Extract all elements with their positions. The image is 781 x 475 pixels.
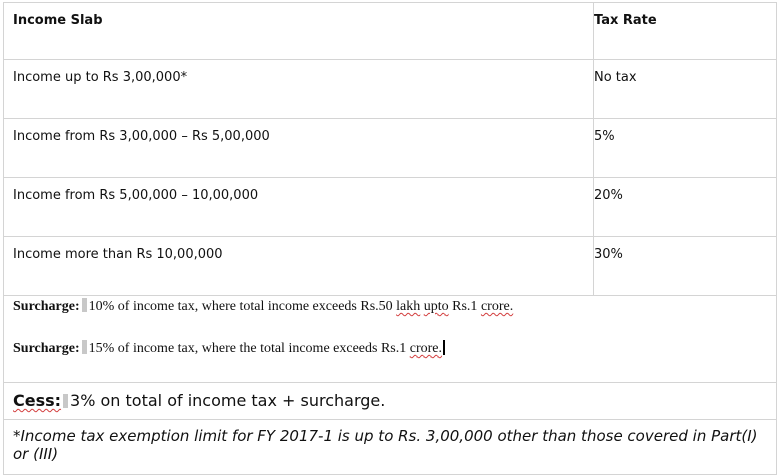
surcharge-row (3, 295, 777, 383)
slab-cell[interactable]: Income from Rs 5,00,000 – 10,00,000 (3, 177, 594, 237)
table-row: Income more than Rs 10,00,000 30% (3, 236, 777, 296)
header-income-slab: Income Slab (13, 13, 103, 28)
cess-cell[interactable]: Cess: 3% on total of income tax + surchar… (3, 382, 777, 420)
misspelled-word: upto (423, 299, 449, 314)
note-row: *Income tax exemption limit for FY 2017-… (3, 419, 777, 475)
table-row: Income up to Rs 3,00,000* No tax (3, 59, 777, 119)
slab-text: Income more than Rs 10,00,000 (13, 247, 223, 262)
surcharge-text: 15% of income tax, where the total incom… (88, 341, 410, 356)
slab-text: Income from Rs 5,00,000 – 10,00,000 (13, 188, 259, 203)
surcharge-label: Surcharge: (13, 341, 80, 356)
tax-slab-table: Income Slab Tax Rate Income up to Rs 3,0… (3, 2, 777, 475)
cess-label: Cess: (13, 391, 62, 410)
misspelled-word: crore. (480, 299, 514, 314)
rate-cell[interactable]: No tax (593, 59, 777, 119)
cess-row: Cess: 3% on total of income tax + surchar… (3, 382, 777, 420)
cess-text: 3% on total of income tax + surcharge. (70, 391, 386, 410)
selection-marker (81, 298, 87, 312)
header-cell-income-slab[interactable]: Income Slab (3, 2, 594, 60)
document-body: Income Slab Tax Rate Income up to Rs 3,0… (3, 2, 777, 475)
surcharge-label: Surcharge: (13, 299, 80, 314)
rate-cell[interactable]: 30% (593, 236, 777, 296)
rate-text: 20% (594, 188, 623, 203)
table-header-row: Income Slab Tax Rate (3, 2, 777, 60)
table-row: Income from Rs 5,00,000 – 10,00,000 20% (3, 177, 777, 237)
note-cell[interactable]: *Income tax exemption limit for FY 2017-… (3, 419, 777, 475)
surcharge-cell[interactable] (3, 295, 777, 383)
selection-marker (63, 394, 69, 408)
slab-cell[interactable]: Income up to Rs 3,00,000* (3, 59, 594, 119)
rate-text: 30% (594, 247, 623, 262)
slab-text: Income up to Rs 3,00,000* (13, 70, 188, 85)
table-row: Income from Rs 3,00,000 – Rs 5,00,000 5% (3, 118, 777, 178)
exemption-note: *Income tax exemption limit for FY 2017-… (13, 427, 758, 463)
slab-text: Income from Rs 3,00,000 – Rs 5,00,000 (13, 129, 270, 144)
rate-cell[interactable]: 5% (593, 118, 777, 178)
rate-text: No tax (594, 70, 637, 85)
rate-text: 5% (594, 129, 615, 144)
selection-marker (81, 340, 87, 354)
cess-line: Cess: 3% on total of income tax + surchar… (4, 383, 776, 410)
header-tax-rate: Tax Rate (594, 13, 657, 28)
rate-cell[interactable]: 20% (593, 177, 777, 237)
surcharge-line-1: Surcharge: 10% of income tax, where total… (13, 298, 513, 315)
slab-cell[interactable]: Income more than Rs 10,00,000 (3, 236, 594, 296)
surcharge-text: Rs.1 (448, 299, 481, 314)
text-caret (443, 340, 445, 355)
misspelled-word: crore. (409, 341, 443, 356)
misspelled-word: lakh (396, 299, 421, 314)
surcharge-text: 10% of income tax, where total income ex… (88, 299, 397, 314)
slab-cell[interactable]: Income from Rs 3,00,000 – Rs 5,00,000 (3, 118, 594, 178)
surcharge-line-2: Surcharge: 15% of income tax, where the t… (13, 340, 445, 357)
header-cell-tax-rate[interactable]: Tax Rate (593, 2, 777, 60)
